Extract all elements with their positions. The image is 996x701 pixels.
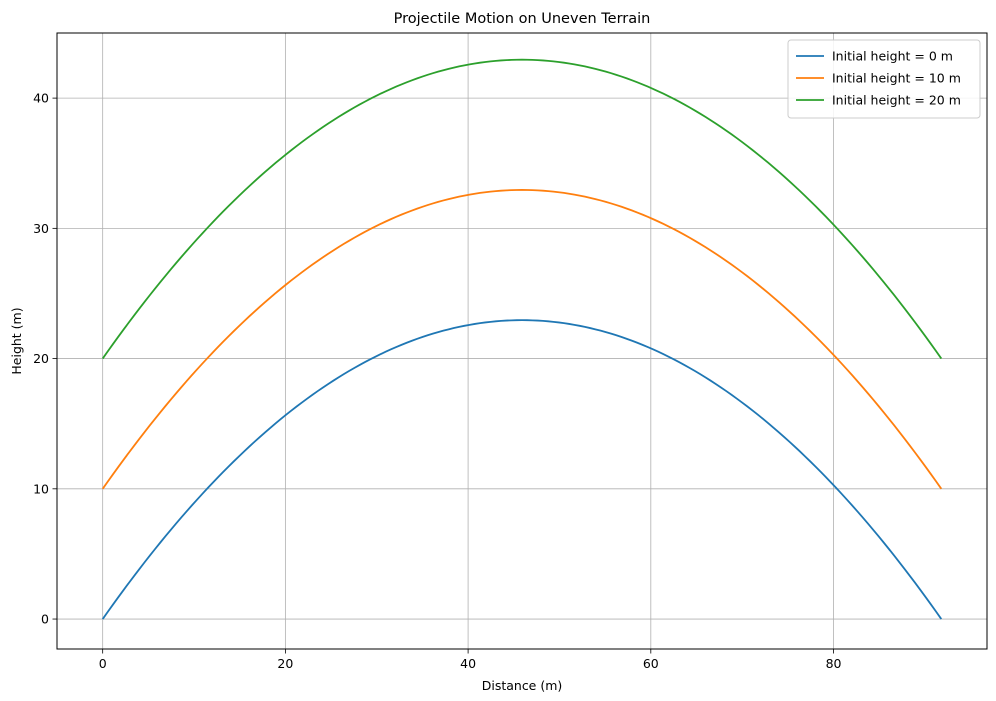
series-line-1 [101, 319, 943, 620]
y-tick-label: 40 [33, 91, 49, 106]
x-tick-label: 40 [460, 656, 476, 671]
series-layer [101, 58, 943, 620]
axes-frame [56, 32, 988, 650]
y-tick-label: 20 [33, 351, 49, 366]
y-tick-label: 0 [41, 612, 49, 627]
x-tick-label: 20 [277, 656, 293, 671]
x-tick-label: 0 [99, 656, 107, 671]
y-axis-label: Height (m) [9, 307, 24, 374]
series-line-3 [101, 58, 943, 360]
x-axis-ticks: 0 20 40 60 80 [99, 649, 842, 671]
y-tick-label: 10 [33, 481, 49, 496]
legend-box [787, 39, 981, 119]
x-tick-label: 60 [643, 656, 659, 671]
legend: Initial height = 0 m Initial height = 10 … [787, 39, 981, 119]
chart-title: Projectile Motion on Uneven Terrain [394, 11, 651, 27]
x-axis-label: Distance (m) [482, 678, 563, 693]
legend-label: Initial height = 0 m [832, 49, 953, 64]
y-axis-ticks: 0 10 20 30 40 [33, 91, 57, 627]
legend-label: Initial height = 20 m [832, 93, 961, 108]
legend-label: Initial height = 10 m [832, 71, 961, 86]
x-tick-label: 80 [826, 656, 842, 671]
series-line-2 [101, 189, 943, 490]
y-tick-label: 30 [33, 221, 49, 236]
